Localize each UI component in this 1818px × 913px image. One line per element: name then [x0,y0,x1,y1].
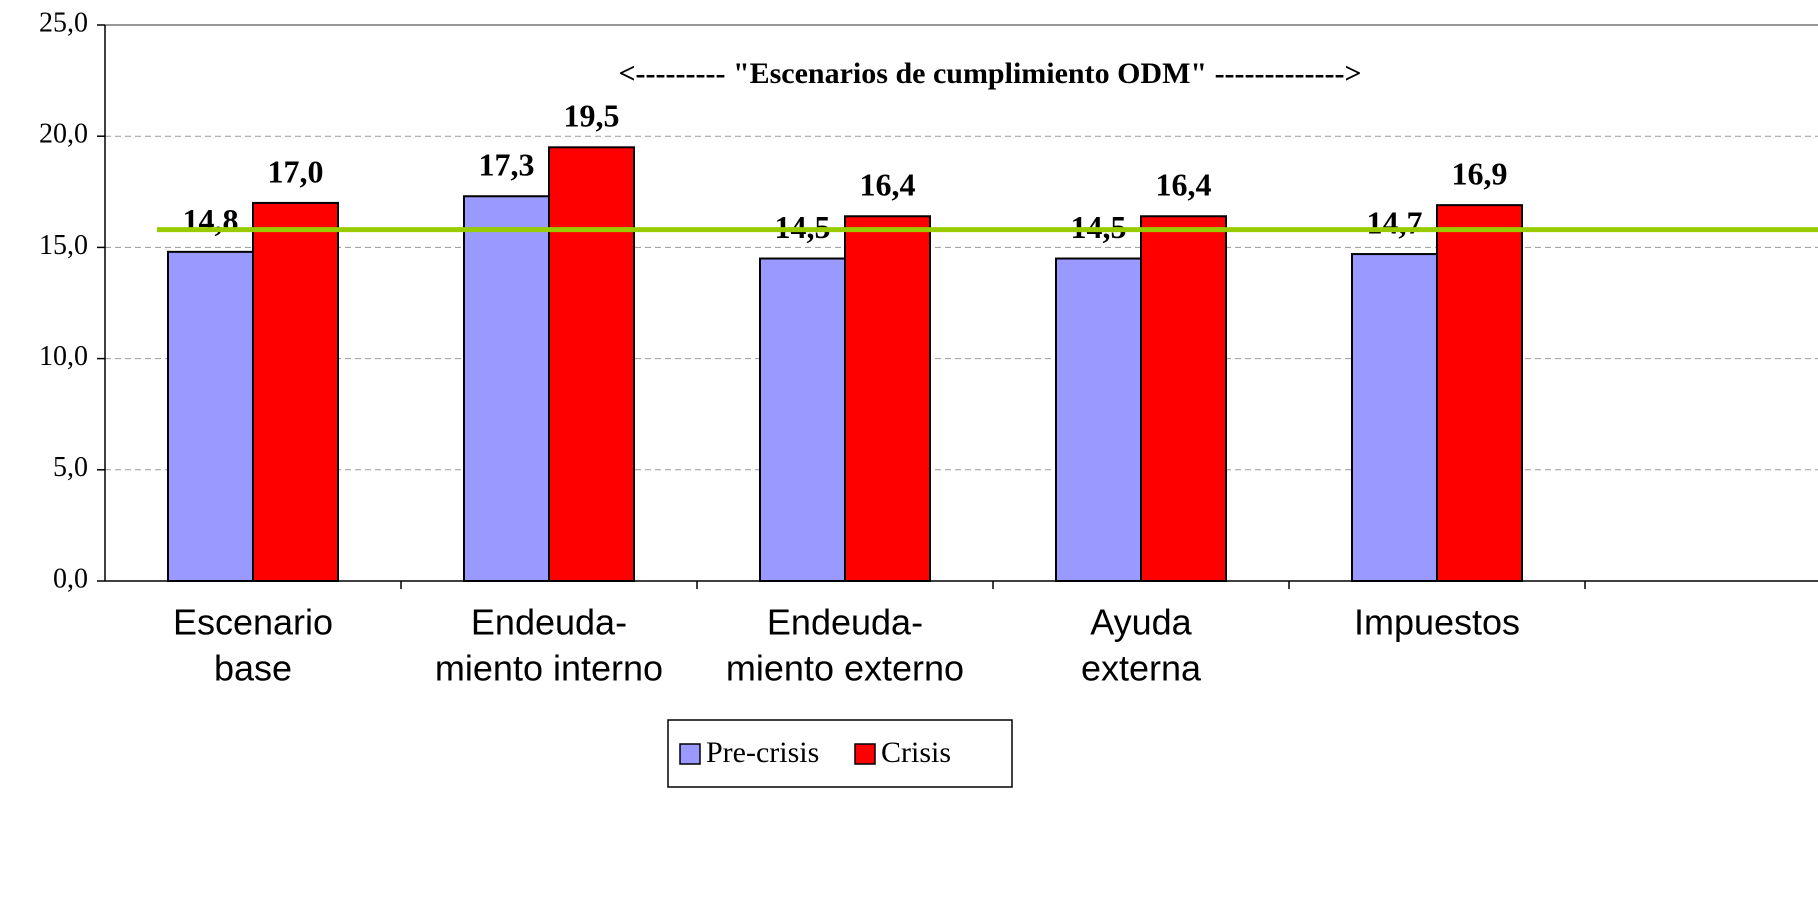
value-label: 16,4 [860,167,916,203]
bar [548,146,635,582]
value-label: 17,3 [479,147,535,183]
y-tick-label: 10,0 [39,341,88,372]
y-tick-label: 25,0 [39,7,88,38]
value-label: 19,5 [564,98,620,134]
x-tick-label: miento interno [435,648,663,689]
legend-label: Pre-crisis [706,736,819,769]
value-label: 14,8 [183,202,239,238]
y-tick-label: 20,0 [39,119,88,150]
value-label: 16,4 [1156,167,1212,203]
y-tick-label: 0,0 [53,563,88,594]
y-tick-label: 5,0 [53,452,88,483]
legend-label: Crisis [881,736,951,769]
x-tick-label: Escenario [173,602,333,643]
value-label: 14,5 [1071,209,1127,245]
legend-box [667,719,1013,788]
x-tick-label: Endeuda- [471,602,627,643]
x-tick-label: Endeuda- [767,602,923,643]
y-tick-label: 15,0 [39,230,88,261]
bar [1436,204,1523,582]
bar [252,201,339,582]
x-tick-label: base [214,648,292,689]
value-label: 16,9 [1452,155,1508,191]
bar [1351,253,1438,583]
bar [1140,215,1227,582]
annotation: <--------- "Escenarios de cumplimiento O… [618,57,1361,90]
value-label: 17,0 [268,153,324,189]
x-tick-label: Ayuda [1090,602,1192,643]
bar [463,195,550,583]
legend-swatch [854,743,876,765]
x-tick-label: miento externo [726,648,964,689]
x-tick-label: externa [1081,648,1202,689]
bar [167,250,254,583]
value-label: 14,5 [775,209,831,245]
bar [759,257,846,582]
value-label: 14,7 [1367,204,1423,240]
bar [844,215,931,582]
legend-swatch [679,743,701,765]
x-tick-label: Impuestos [1354,602,1520,643]
bar [1055,257,1142,582]
